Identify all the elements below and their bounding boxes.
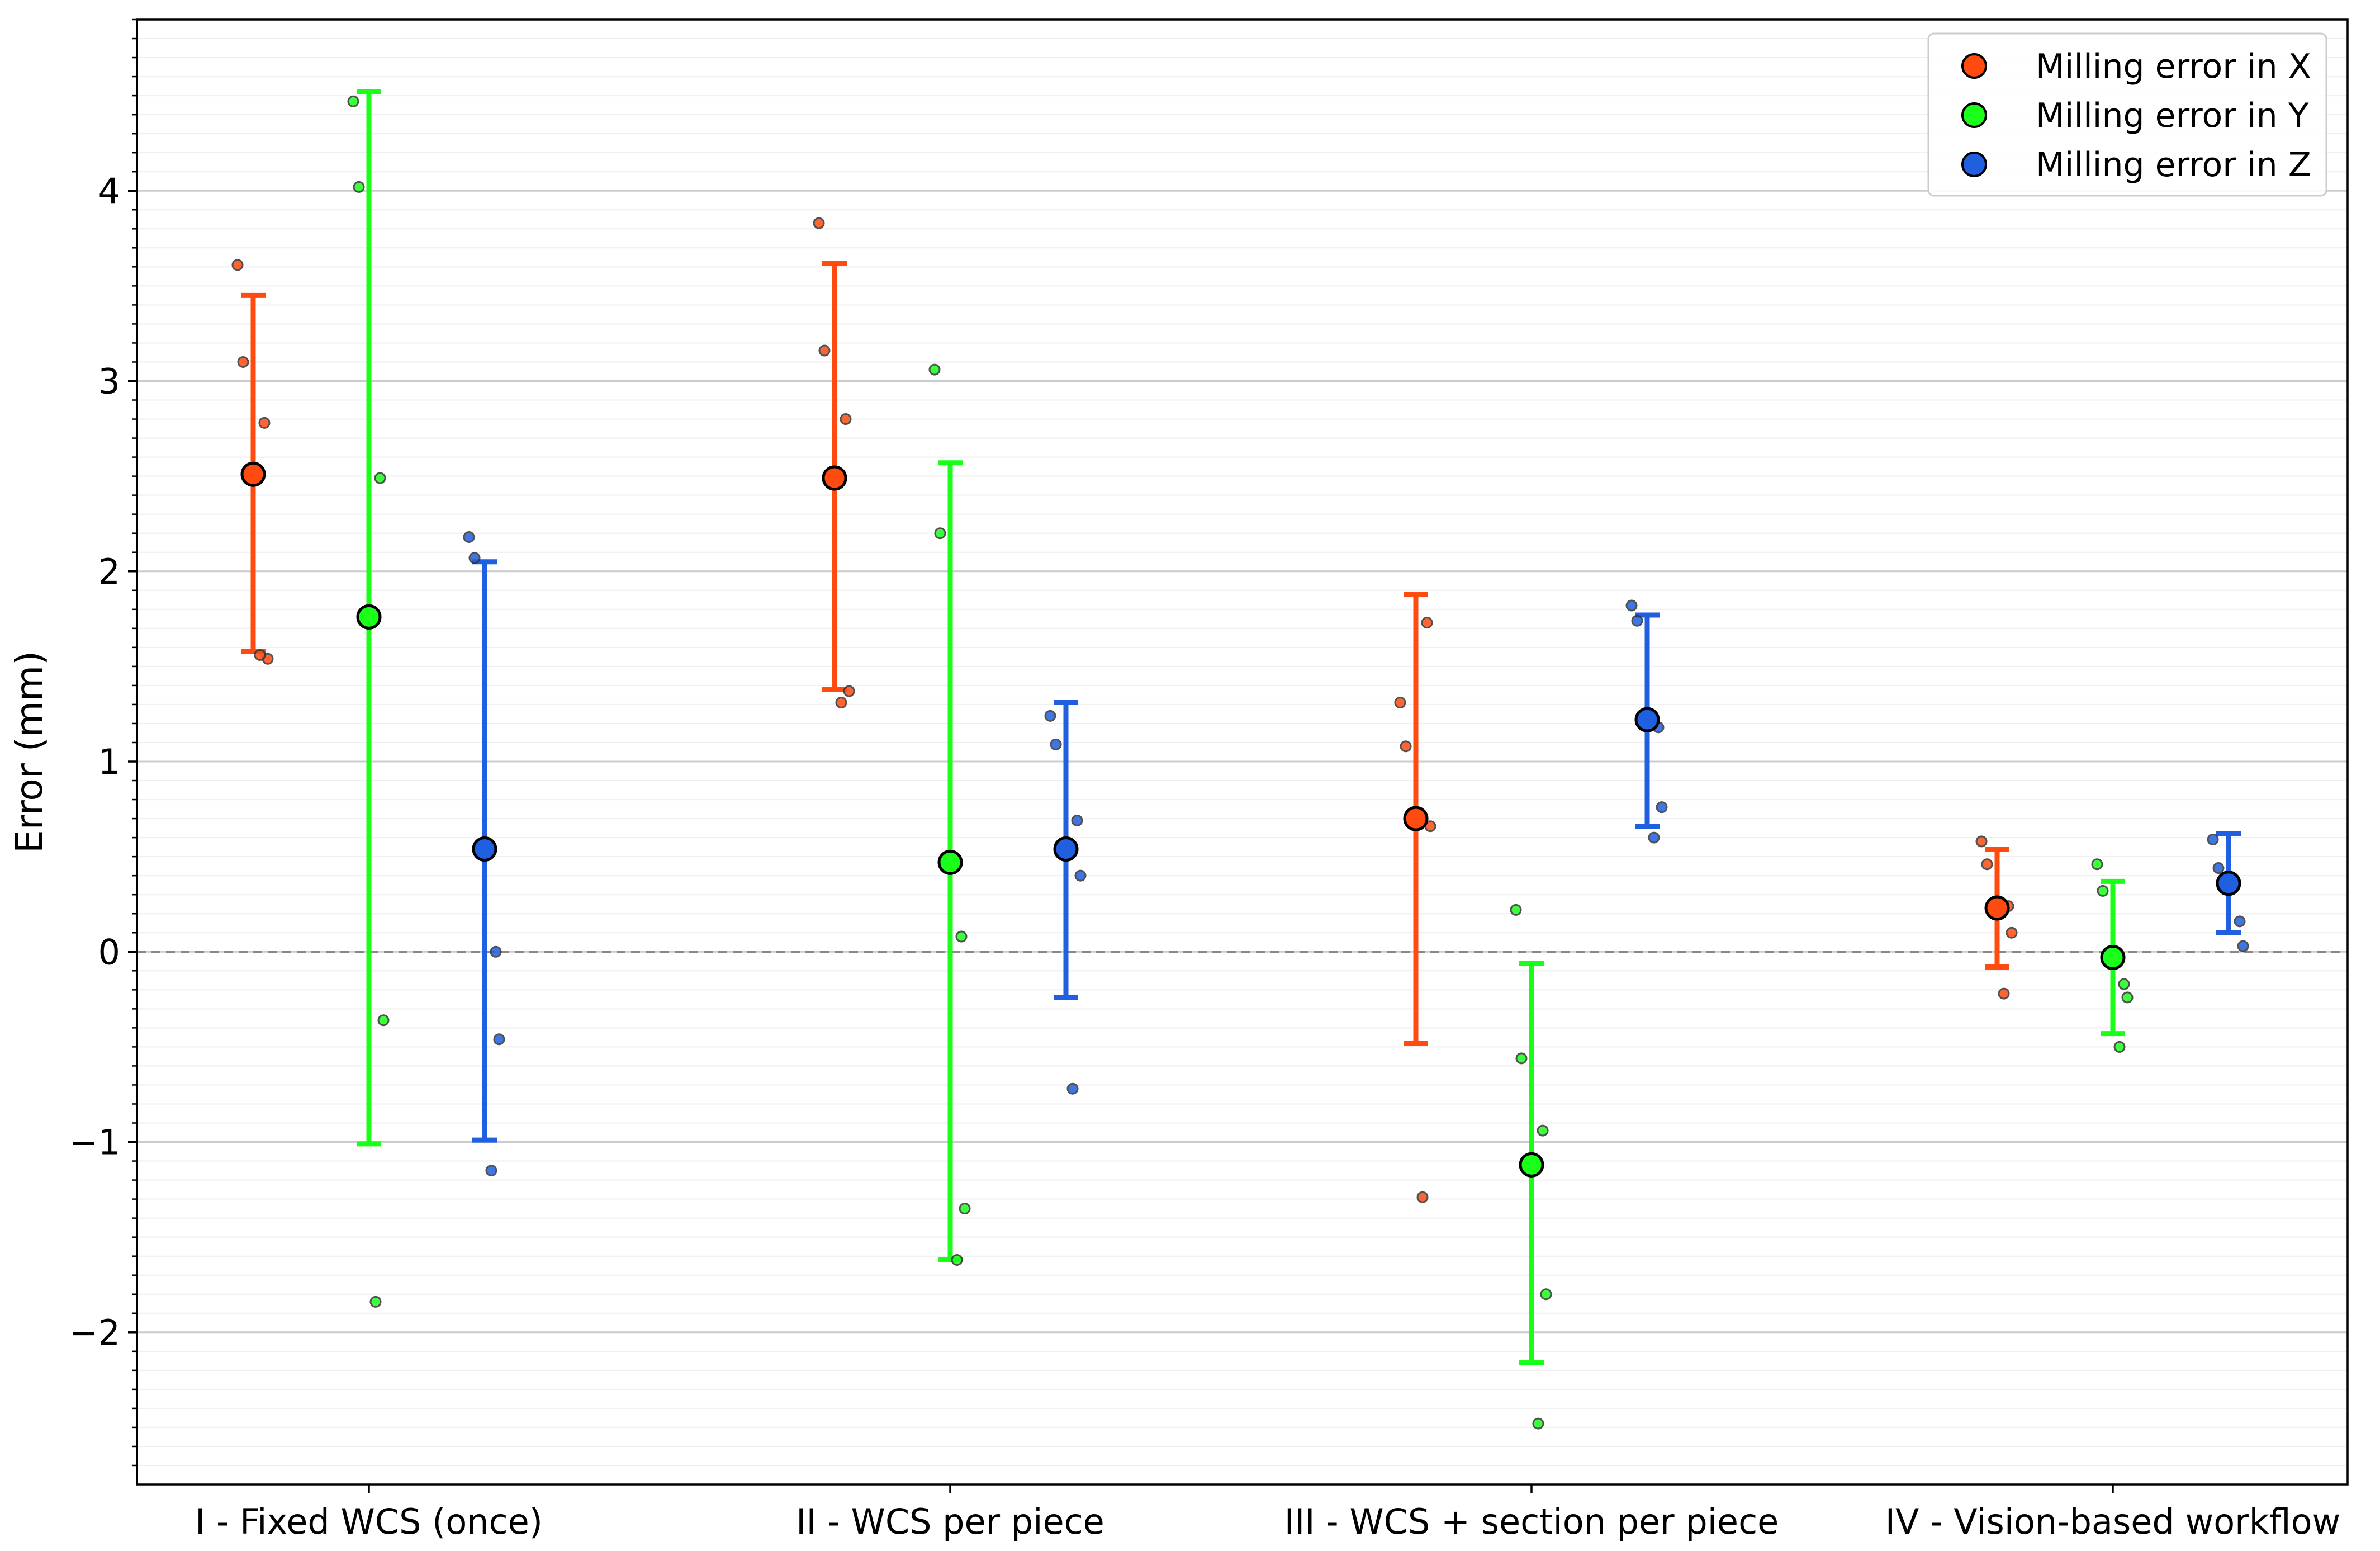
data-point [951, 1254, 963, 1266]
legend-box [1927, 32, 2327, 197]
data-point [959, 1203, 971, 1215]
y-tick-label: −2 [69, 1312, 120, 1353]
mean-marker [1519, 1152, 1544, 1178]
data-point [818, 344, 831, 357]
data-point [485, 1165, 497, 1177]
data-point [2091, 858, 2103, 871]
data-point [463, 531, 475, 543]
y-axis-label: Error (mm) [8, 651, 51, 853]
data-point [237, 356, 249, 368]
legend-label: Milling error in Z [2036, 145, 2311, 185]
mean-marker [1984, 895, 2010, 921]
data-point [1400, 740, 1412, 753]
data-point [1394, 697, 1406, 709]
mean-marker [1403, 806, 1429, 831]
data-point [1050, 738, 1062, 750]
y-tick-label: 4 [98, 171, 120, 211]
plot-frame [136, 18, 2349, 1486]
x-tick-label: IV - Vision-based workflow [1885, 1501, 2340, 1542]
mean-marker [1634, 707, 1660, 732]
data-point [2121, 991, 2134, 1004]
legend: Milling error in X Milling error in Y Mill… [1927, 32, 2327, 197]
mean-markers [240, 461, 2241, 1178]
data-point [1416, 1191, 1429, 1203]
data-point [377, 1014, 390, 1027]
data-point [843, 685, 855, 697]
data-point [1648, 831, 1660, 844]
data-point [258, 417, 271, 429]
data-point [468, 552, 481, 564]
data-point [1975, 835, 1988, 848]
y-axis-ticks: −2 −1 0 1 2 3 4 [69, 18, 137, 1467]
data-point [1071, 814, 1083, 826]
x-axis-ticks: I - Fixed WCS (once) II - WCS per piece II… [195, 1484, 2340, 1542]
legend-label: Milling error in X [2036, 47, 2311, 86]
legend-marker [1961, 53, 1987, 79]
data-point [231, 259, 244, 271]
y-tick-label: 2 [98, 551, 120, 592]
data-point [835, 697, 847, 709]
x-tick-label: I - Fixed WCS (once) [195, 1501, 543, 1542]
data-point [353, 181, 365, 193]
mean-marker [937, 849, 963, 875]
minor-grid [137, 19, 2348, 1466]
data-point [1631, 614, 1643, 627]
data-point [369, 1295, 382, 1308]
data-point [1074, 869, 1087, 882]
data-point [2207, 834, 2219, 846]
data-point [2234, 915, 2246, 928]
data-point [2006, 926, 2018, 939]
data-point [493, 1033, 505, 1046]
y-tick-label: 3 [98, 361, 120, 401]
data-point [1540, 1288, 1552, 1301]
data-point [1625, 599, 1638, 612]
x-tick-label: II - WCS per piece [796, 1501, 1104, 1542]
mean-marker [472, 836, 497, 862]
data-point [1066, 1082, 1079, 1095]
legend-marker [1961, 152, 1987, 177]
legend-label: Milling error in Y [2036, 96, 2309, 135]
data-point [1981, 858, 1993, 871]
data-point [2118, 978, 2130, 990]
data-point [1537, 1124, 1549, 1137]
data-point [2212, 862, 2225, 874]
data-point [1998, 987, 2010, 1000]
y-tick-label: −1 [69, 1122, 120, 1163]
y-tick-label: 0 [98, 931, 120, 972]
mean-marker [822, 465, 847, 491]
legend-marker [1961, 102, 1987, 128]
data-point [1532, 1417, 1544, 1430]
raw-points [231, 95, 2249, 1430]
data-point [2113, 1041, 2126, 1053]
data-point [2097, 885, 2109, 897]
data-point [928, 363, 941, 376]
x-tick-label: III - WCS + section per piece [1284, 1501, 1779, 1542]
data-point [254, 649, 266, 661]
mean-marker [356, 604, 382, 630]
data-point [1510, 904, 1522, 916]
data-point [1044, 710, 1056, 722]
data-point [934, 527, 946, 540]
mean-marker [2100, 944, 2126, 970]
data-point [347, 95, 359, 107]
mean-marker [240, 461, 266, 487]
data-point [490, 945, 502, 958]
data-point [813, 217, 825, 229]
data-point [840, 413, 852, 425]
mean-marker [2216, 871, 2241, 896]
y-tick-label: 1 [98, 741, 120, 782]
data-point [374, 472, 386, 484]
data-point [1656, 801, 1668, 814]
data-point [955, 930, 968, 943]
data-point [2237, 940, 2249, 952]
data-point [1515, 1052, 1528, 1065]
data-point [1421, 617, 1433, 629]
mean-marker [1053, 836, 1079, 862]
